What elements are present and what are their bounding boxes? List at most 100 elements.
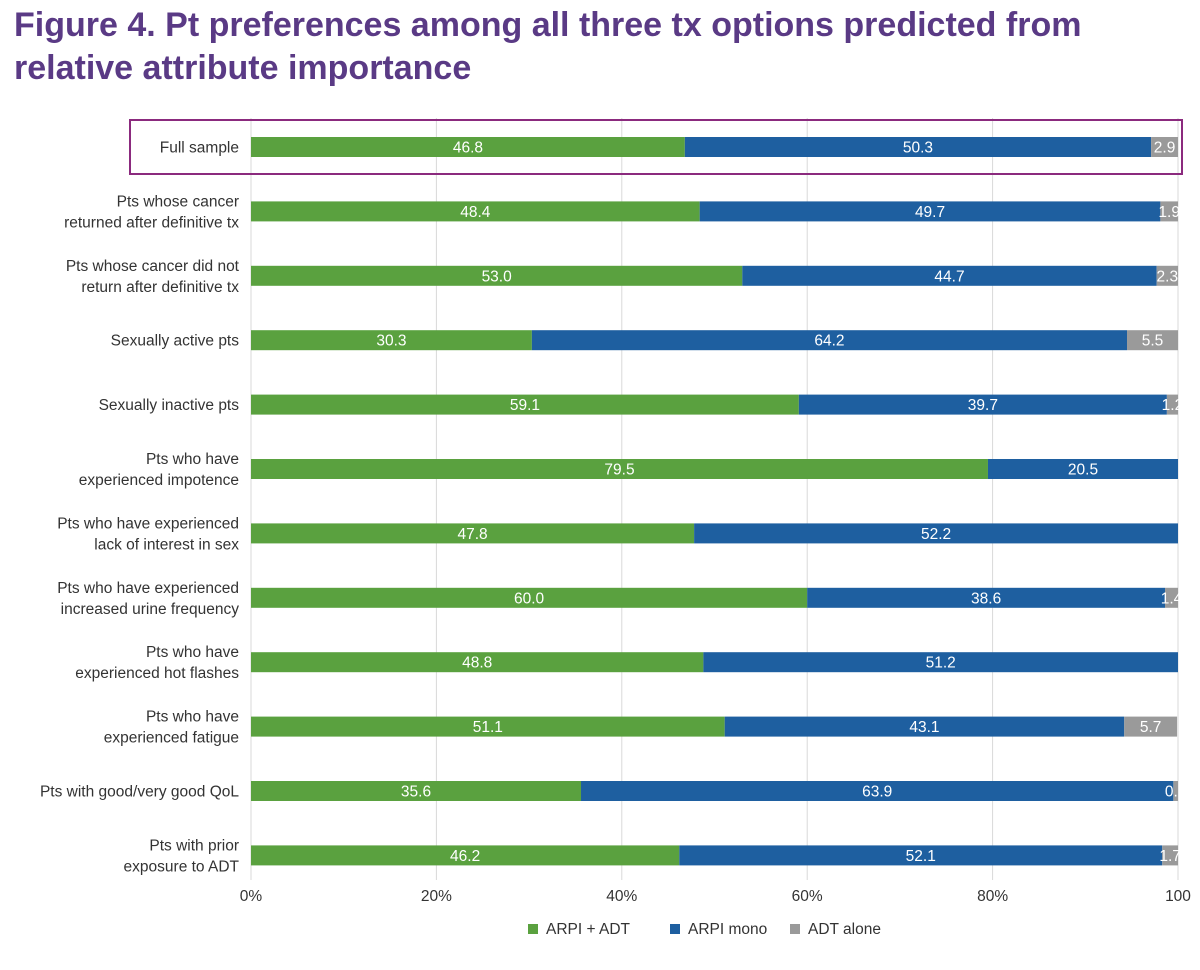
category-label: Pts who have	[146, 709, 239, 726]
x-tick-label: 20%	[421, 888, 452, 905]
legend-swatch	[670, 924, 680, 934]
data-label: 35.6	[401, 784, 431, 801]
category-label: experienced hot flashes	[75, 665, 239, 682]
data-label: 1.2	[1162, 397, 1184, 414]
bar-segment	[684, 137, 1152, 157]
category-label: returned after definitive tx	[64, 214, 239, 231]
data-label: 50.3	[903, 140, 933, 157]
x-tick-label: 60%	[792, 888, 823, 905]
category-label: Pts who have	[146, 451, 239, 468]
x-tick-label: 100	[1165, 888, 1191, 905]
data-label: 52.1	[906, 848, 936, 865]
data-label: 53.0	[482, 268, 513, 285]
data-label: 38.6	[971, 590, 1001, 607]
highlight-box	[129, 119, 1183, 175]
data-label: 39.7	[968, 397, 998, 414]
category-label: Pts who have experienced	[57, 515, 239, 532]
data-label: 46.8	[453, 140, 483, 157]
bar-segment	[798, 394, 1167, 415]
data-label: 30.3	[376, 333, 406, 350]
category-labels: Full sample Pts whose cancer returned afte…	[40, 140, 240, 876]
category-label: Pts who have experienced	[57, 580, 239, 597]
data-label: 43.1	[909, 719, 939, 736]
bar-segment	[703, 652, 1178, 673]
data-label: 47.8	[457, 526, 487, 543]
data-label: 1.9	[1158, 204, 1180, 221]
data-label: 49.7	[915, 204, 945, 221]
category-label: Pts with prior	[149, 837, 239, 854]
category-label: Pts whose cancer did not	[66, 258, 240, 275]
category-label: experienced fatigue	[104, 730, 239, 747]
data-label: 20.5	[1068, 462, 1098, 479]
data-label: 1.7	[1159, 848, 1181, 865]
x-tick-label: 0%	[240, 888, 263, 905]
data-label: 5.5	[1142, 333, 1164, 350]
bar-segment	[1166, 394, 1178, 415]
data-label: 51.1	[473, 719, 503, 736]
data-label: 48.4	[460, 204, 491, 221]
category-label: experienced impotence	[79, 472, 239, 489]
gridlines	[250, 118, 1179, 880]
bar-segment	[679, 845, 1163, 866]
data-label: 79.5	[604, 462, 634, 479]
category-label: Sexually active pts	[111, 333, 240, 350]
data-label: 5.7	[1140, 719, 1162, 736]
bar-segment	[1160, 201, 1178, 222]
category-label: exposure to ADT	[124, 858, 240, 875]
data-label: 64.2	[814, 333, 844, 350]
category-label: Pts who have	[146, 644, 239, 661]
legend-swatch	[790, 924, 800, 934]
x-tick-label: 40%	[606, 888, 637, 905]
category-label: Pts whose cancer	[117, 193, 239, 210]
bar-segment	[694, 523, 1178, 544]
page-title: Figure 4. Pt preferences among all three…	[14, 6, 1082, 87]
data-label: 51.2	[926, 655, 956, 672]
bar-segment	[1127, 330, 1178, 351]
bar-segment	[251, 137, 685, 157]
bar-segment	[807, 587, 1166, 608]
data-label: 60.0	[514, 590, 545, 607]
bar-segment	[251, 716, 725, 737]
category-label: lack of interest in sex	[94, 536, 239, 553]
legend-swatch	[528, 924, 538, 934]
data-label: 59.1	[510, 397, 540, 414]
data-label: 52.2	[921, 526, 951, 543]
bar-segment	[251, 781, 582, 801]
bar-segment	[581, 781, 1174, 801]
bar-segment	[251, 587, 808, 608]
category-label: increased urine frequency	[61, 601, 240, 618]
data-label: 48.8	[462, 655, 492, 672]
x-axis: 0% 20% 40% 60% 80% 100	[240, 888, 1192, 905]
bar-segment	[987, 459, 1178, 479]
bar-segment	[251, 394, 799, 415]
data-label: 44.7	[934, 268, 964, 285]
bar-segment	[1124, 716, 1178, 737]
bar-segment	[251, 330, 532, 351]
bar-segment	[724, 716, 1125, 737]
bar-segment	[1162, 845, 1178, 866]
bar-segment	[251, 265, 743, 286]
bar-segment	[1156, 265, 1178, 286]
category-label: return after definitive tx	[81, 279, 239, 296]
legend-label: ADT alone	[808, 921, 881, 938]
data-label: 63.9	[862, 784, 892, 801]
bar-segment	[251, 652, 704, 673]
bar-segment	[251, 459, 988, 479]
bar-segment	[251, 523, 695, 544]
data-label: 0.5	[1165, 784, 1187, 801]
data-label: 2.3	[1157, 268, 1179, 285]
category-label: Pts with good/very good QoL	[40, 784, 239, 801]
bars: 46.8 50.3 2.9 48.4 49.7 1.9 53.0 44.7 2.3 30.3 64.…	[129, 119, 1187, 866]
legend-label: ARPI + ADT	[546, 921, 631, 938]
bar-segment	[742, 265, 1157, 286]
bar-segment	[699, 201, 1161, 222]
bar-segment	[531, 330, 1128, 351]
bar-segment	[1151, 137, 1178, 157]
legend: ARPI + ADT ARPI mono ADT alone	[528, 921, 881, 938]
x-tick-label: 80%	[977, 888, 1008, 905]
data-label: 2.9	[1154, 140, 1176, 157]
category-label: Full sample	[160, 140, 239, 157]
bar-segment	[1165, 587, 1178, 608]
bar-segment	[251, 845, 680, 866]
